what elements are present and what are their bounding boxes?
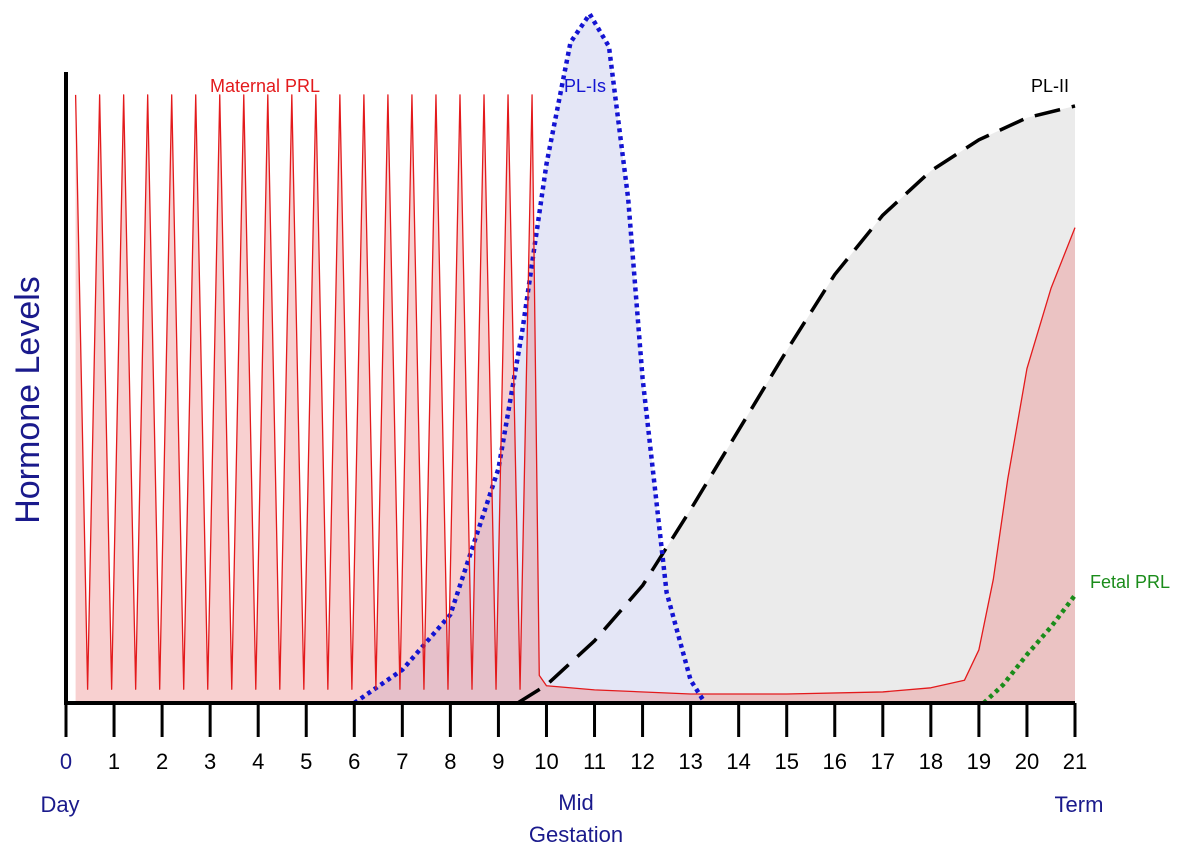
series-label: Fetal PRL: [1090, 572, 1170, 592]
end-label: Term: [1054, 792, 1104, 817]
series-label: PL-Is: [564, 76, 606, 96]
area: [517, 105, 1075, 703]
series-label: PL-II: [1031, 76, 1069, 96]
x-tick-label: 2: [156, 749, 168, 774]
line: [982, 593, 1077, 705]
x-tick-label: 12: [630, 749, 654, 774]
x-tick-label: 7: [396, 749, 408, 774]
x-tick-label: 11: [583, 749, 606, 774]
x-tick-label: 6: [348, 749, 360, 774]
x-tick-label: 16: [823, 749, 847, 774]
x-tick-label: 18: [919, 749, 943, 774]
x-tick-label: 5: [300, 749, 312, 774]
x-tick-label: 20: [1015, 749, 1039, 774]
x-tick-label: 17: [871, 749, 895, 774]
start-label: Day: [40, 792, 80, 817]
x-tick-label: 1: [108, 749, 120, 774]
x-tick-label: 8: [444, 749, 456, 774]
x-tick-label: 14: [726, 749, 750, 774]
x-tick-label: 13: [678, 749, 702, 774]
area: [75, 94, 1076, 704]
series-label: Maternal PRL: [210, 76, 320, 96]
mid-label: Mid Gestation: [528, 790, 624, 847]
y-axis-label: Hormone Levels: [9, 276, 47, 524]
x-tick-label: 3: [204, 749, 216, 774]
line: [516, 104, 1076, 705]
x-tick-label: 10: [534, 749, 558, 774]
x-tick-label: 0: [60, 749, 72, 774]
area: [354, 14, 706, 704]
x-tick-label: 19: [967, 749, 991, 774]
x-tick-label: 15: [774, 749, 798, 774]
x-tick-label: 21: [1063, 749, 1087, 774]
x-tick-label: 9: [492, 749, 504, 774]
x-tick-label: 4: [252, 749, 264, 774]
line: [74, 94, 1076, 695]
